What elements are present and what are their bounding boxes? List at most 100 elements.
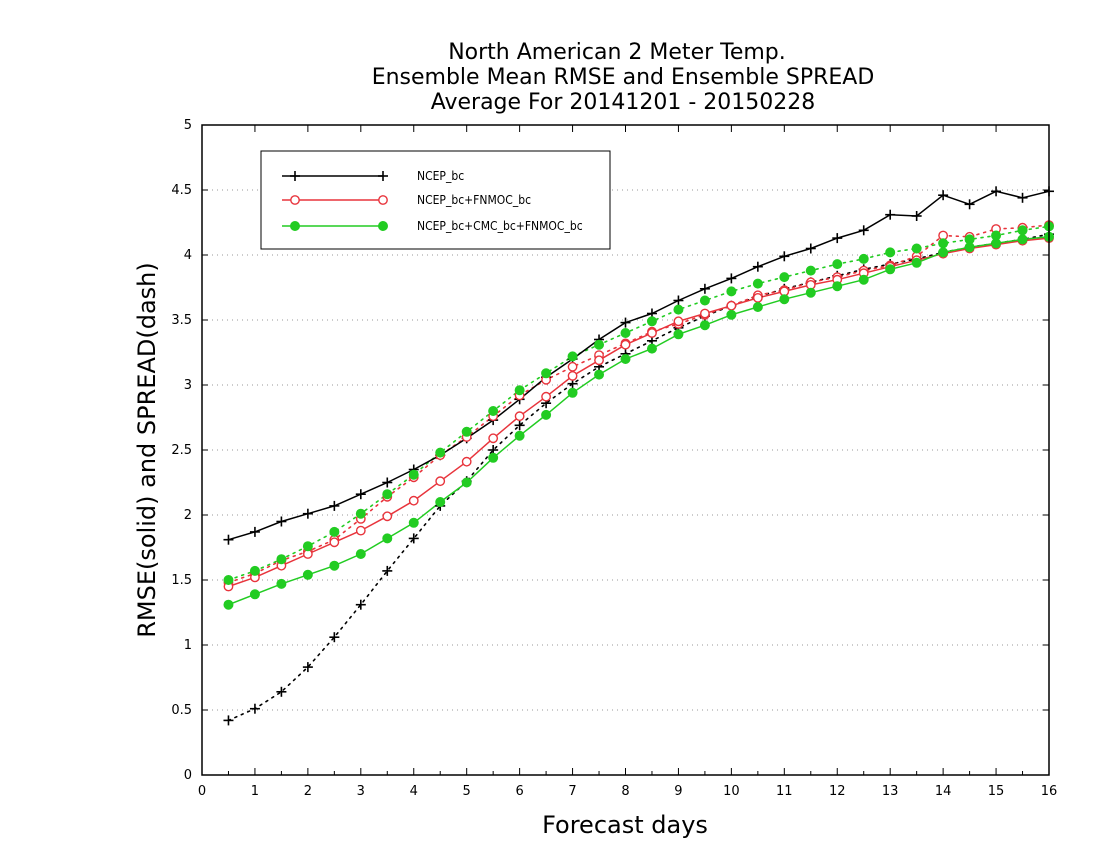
rmse-point <box>938 247 949 258</box>
spread-point <box>329 632 340 643</box>
rmse-point <box>991 186 1002 197</box>
chart-title: North American 2 Meter Temp. Ensemble Me… <box>372 40 875 115</box>
spread-point <box>223 715 234 726</box>
spread-point <box>699 295 710 306</box>
title-line-3: Average For 20141201 - 20150228 <box>431 90 816 115</box>
x-tick-label: 15 <box>988 784 1005 799</box>
rmse-point <box>620 339 631 350</box>
x-tick-label: 6 <box>515 784 523 799</box>
rmse-point <box>911 211 922 221</box>
rmse-point <box>779 251 790 262</box>
spread-point <box>885 247 896 258</box>
y-axis-label: RMSE(solid) and SPREAD(dash) <box>133 262 161 638</box>
x-tick-label: 11 <box>776 784 793 799</box>
spread-point <box>779 272 790 283</box>
rmse-point <box>752 261 763 272</box>
spread-point <box>276 686 287 697</box>
spread-point <box>726 286 737 297</box>
y-tick-label: 0 <box>184 768 192 783</box>
y-tick-label: 2.5 <box>171 443 192 458</box>
x-tick-label: 2 <box>304 784 312 799</box>
x-tick-label: 0 <box>198 784 206 799</box>
legend-marker <box>289 220 300 231</box>
rmse-point <box>911 257 922 268</box>
legend-marker <box>290 195 300 205</box>
spread-point <box>302 541 313 552</box>
rmse-point <box>726 300 737 311</box>
y-tick-label: 4 <box>184 248 192 263</box>
y-tick-label: 0.5 <box>171 703 192 718</box>
legend-marker <box>377 220 388 231</box>
spread-point <box>567 361 578 372</box>
y-tick-label: 2 <box>184 508 192 523</box>
spread-point <box>673 304 684 315</box>
rmse-point <box>461 456 472 467</box>
spread-point <box>594 339 605 350</box>
x-axis-label: Forecast days <box>542 811 708 839</box>
spread-point <box>805 265 816 276</box>
legend-marker <box>378 195 388 205</box>
x-tick-label: 4 <box>410 784 418 799</box>
rmse-point <box>699 320 710 331</box>
rmse-point <box>541 409 552 420</box>
y-tick-label: 5 <box>184 118 192 133</box>
y-tick-label: 3 <box>184 378 192 393</box>
x-tick-label: 13 <box>882 784 899 799</box>
rmse-point <box>700 308 710 319</box>
rmse-point <box>488 452 499 463</box>
plot-frame <box>201 124 1050 776</box>
rmse-point <box>805 243 816 254</box>
spread-point <box>329 526 340 537</box>
rmse-point <box>302 569 313 580</box>
rmse-point <box>514 430 525 441</box>
rmse-point <box>673 316 684 327</box>
spread-point <box>355 599 366 610</box>
rmse-point <box>567 370 578 381</box>
spread-point <box>249 565 260 576</box>
rmse-point <box>276 516 287 527</box>
rmse-point <box>355 549 366 560</box>
x-tick-label: 16 <box>1041 784 1058 799</box>
x-tick-label: 7 <box>568 784 576 799</box>
legend-marker <box>290 171 300 181</box>
rmse-point <box>938 190 949 201</box>
rmse-point <box>488 433 499 444</box>
legend-marker <box>378 171 388 181</box>
rmse-point <box>329 560 340 571</box>
legend-label: NCEP_bc <box>417 169 464 183</box>
y-tick-label: 3.5 <box>171 313 192 328</box>
legend: NCEP_bc NCEP_bc+FNMOC_bc NCEP_bc+CMC_bc+FN… <box>260 150 611 250</box>
x-tick-label: 8 <box>621 784 629 799</box>
spread-line-NCEP_bc <box>227 233 1050 722</box>
spread-point <box>1017 225 1028 236</box>
rmse-point <box>673 295 684 306</box>
title-line-2: Ensemble Mean RMSE and Ensemble SPREAD <box>372 65 875 90</box>
x-tick-label: 12 <box>829 784 846 799</box>
rmse-point <box>567 387 578 398</box>
rmse-point <box>329 500 340 511</box>
rmse-point <box>858 274 869 285</box>
rmse-point <box>514 411 525 422</box>
spread-point <box>514 420 525 431</box>
rmse-point <box>673 329 684 340</box>
x-tick-label: 9 <box>674 784 682 799</box>
y-tick-label: 4.5 <box>171 183 192 198</box>
spread-point <box>938 238 949 249</box>
rmse-point <box>276 578 287 589</box>
spread-point <box>382 489 393 500</box>
rmse-point <box>435 476 446 487</box>
rmse-point <box>249 526 260 537</box>
rmse-point <box>832 281 843 292</box>
rmse-point <box>408 495 419 506</box>
rmse-point <box>726 309 737 320</box>
rmse-point <box>858 225 869 236</box>
spread-point <box>752 278 763 289</box>
rmse-point <box>223 534 234 545</box>
rmse-point <box>647 328 657 338</box>
rmse-point <box>805 287 816 298</box>
rmse-point <box>382 511 393 522</box>
rmse-point <box>355 489 366 500</box>
spread-point <box>249 703 260 714</box>
spread-point <box>355 508 366 519</box>
